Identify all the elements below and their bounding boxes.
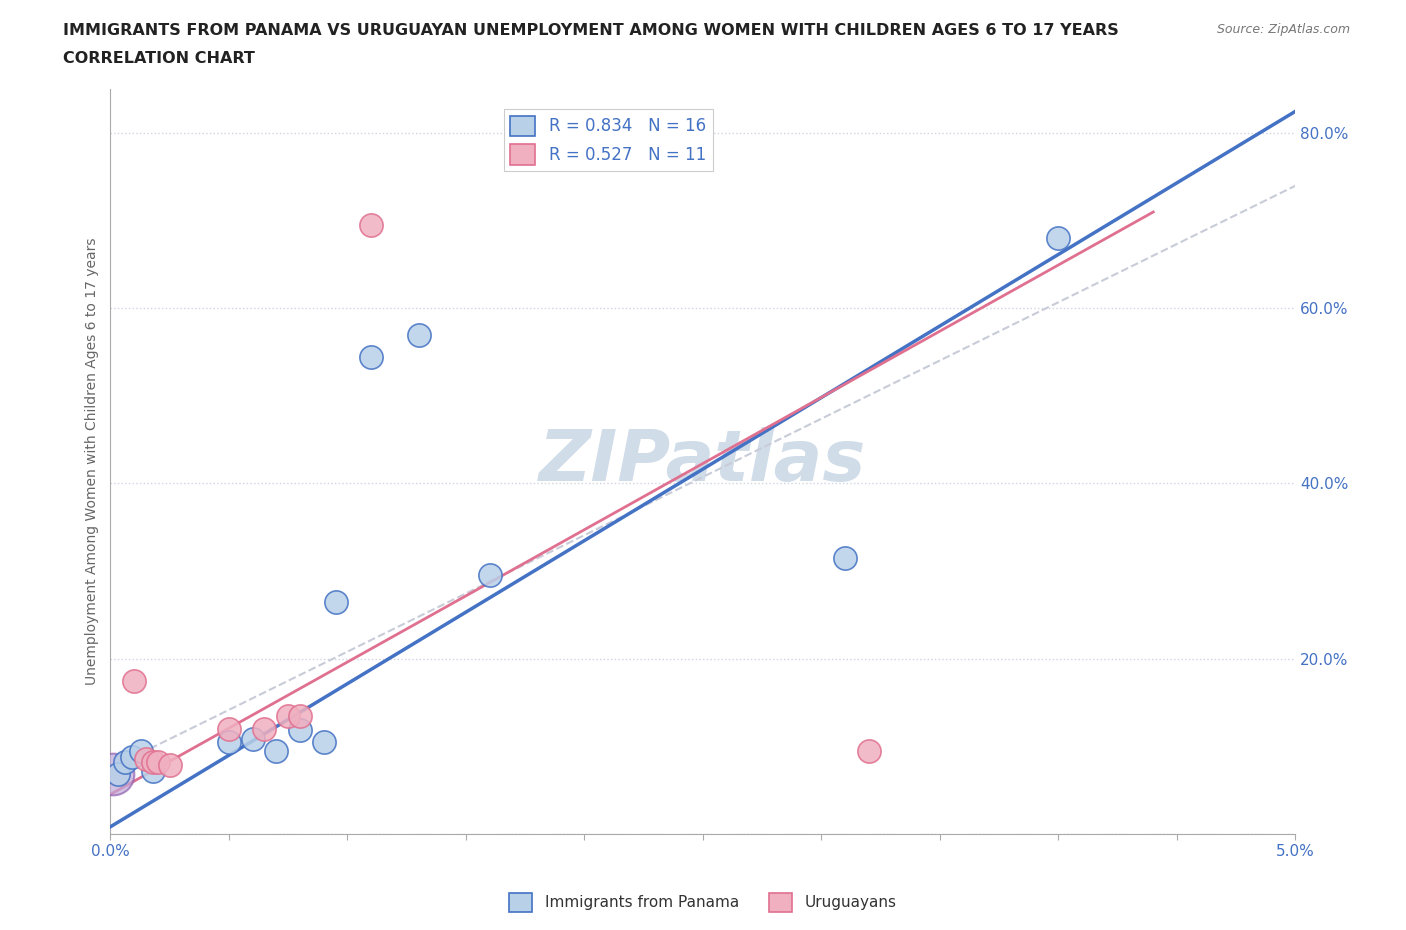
Point (360, 349, 382, 364)
Point (101, 767, 124, 782)
Text: Source: ZipAtlas.com: Source: ZipAtlas.com (1216, 23, 1350, 36)
Point (114, 754, 136, 769)
Point (218, 722, 240, 737)
Point (478, 568, 501, 583)
Point (312, 735, 335, 750)
Point (146, 754, 169, 769)
Text: ZIPatlas: ZIPatlas (540, 427, 866, 496)
Point (159, 758, 181, 773)
Point (288, 708, 311, 723)
Point (122, 673, 145, 688)
Point (1047, 231, 1070, 246)
Y-axis label: Unemployment Among Women with Children Ages 6 to 17 years: Unemployment Among Women with Children A… (86, 238, 100, 685)
Point (107, 767, 129, 782)
Point (142, 754, 165, 769)
Point (242, 732, 264, 747)
Point (135, 751, 157, 766)
Text: CORRELATION CHART: CORRELATION CHART (63, 51, 254, 66)
Legend: R = 0.834   N = 16, R = 0.527   N = 11: R = 0.834 N = 16, R = 0.527 N = 11 (503, 109, 713, 171)
Point (253, 722, 276, 737)
Point (218, 735, 240, 750)
Point (142, 764, 165, 778)
Point (325, 594, 347, 609)
Point (834, 551, 856, 565)
Point (360, 218, 382, 232)
Point (858, 743, 880, 758)
Point (288, 723, 311, 737)
Point (277, 708, 299, 723)
Point (121, 750, 143, 764)
Point (129, 743, 152, 758)
Point (266, 743, 288, 758)
Text: IMMIGRANTS FROM PANAMA VS URUGUAYAN UNEMPLOYMENT AMONG WOMEN WITH CHILDREN AGES : IMMIGRANTS FROM PANAMA VS URUGUAYAN UNEM… (63, 23, 1119, 38)
Point (408, 327, 430, 342)
Legend: Immigrants from Panama, Uruguayans: Immigrants from Panama, Uruguayans (503, 887, 903, 918)
